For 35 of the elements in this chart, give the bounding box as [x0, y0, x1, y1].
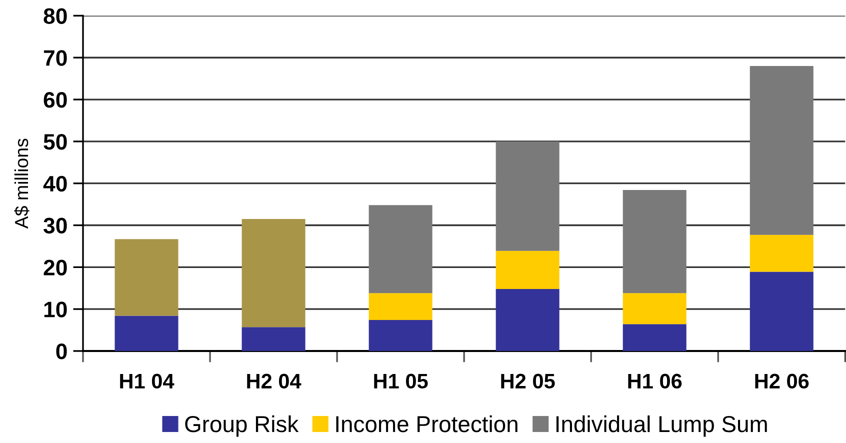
- y-tick-label: 20: [44, 260, 67, 276]
- legend-label: Individual Lump Sum: [556, 415, 767, 437]
- x-tick-label: H2 05: [501, 374, 555, 389]
- bar: [750, 272, 814, 351]
- bar: [368, 320, 432, 351]
- x-tick-label: H1 05: [374, 374, 428, 389]
- x-tick-label: H2 06: [755, 374, 809, 389]
- y-tick-label: 70: [44, 50, 67, 66]
- bar: [622, 324, 686, 351]
- y-tick-label: 30: [44, 218, 67, 234]
- bar: [496, 141, 560, 251]
- y-tick-label: 80: [44, 8, 67, 24]
- bar: [622, 293, 686, 324]
- y-tick-label: 60: [44, 92, 67, 108]
- bar: [242, 327, 306, 351]
- bar: [496, 250, 560, 289]
- y-tick-label: 40: [43, 176, 67, 192]
- bar: [114, 239, 178, 316]
- bar: [622, 190, 686, 294]
- bar: [368, 293, 432, 320]
- legend-label: Income Protection: [336, 415, 518, 432]
- y-tick-label: 50: [44, 134, 67, 150]
- legend-label: Group Risk: [185, 415, 299, 437]
- bar: [496, 288, 560, 351]
- bar: [242, 218, 306, 328]
- y-tick-label: 0: [56, 344, 67, 360]
- bar: [750, 234, 814, 272]
- bar: [750, 66, 814, 235]
- y-tick-label: 10: [44, 302, 67, 318]
- x-tick-label: H1 06: [628, 374, 682, 389]
- x-tick-label: H1 04: [120, 374, 174, 389]
- bar: [368, 205, 432, 294]
- y-axis-title: A$ millions: [14, 138, 30, 229]
- bar: [114, 316, 178, 351]
- x-tick-label: H2 04: [247, 374, 302, 389]
